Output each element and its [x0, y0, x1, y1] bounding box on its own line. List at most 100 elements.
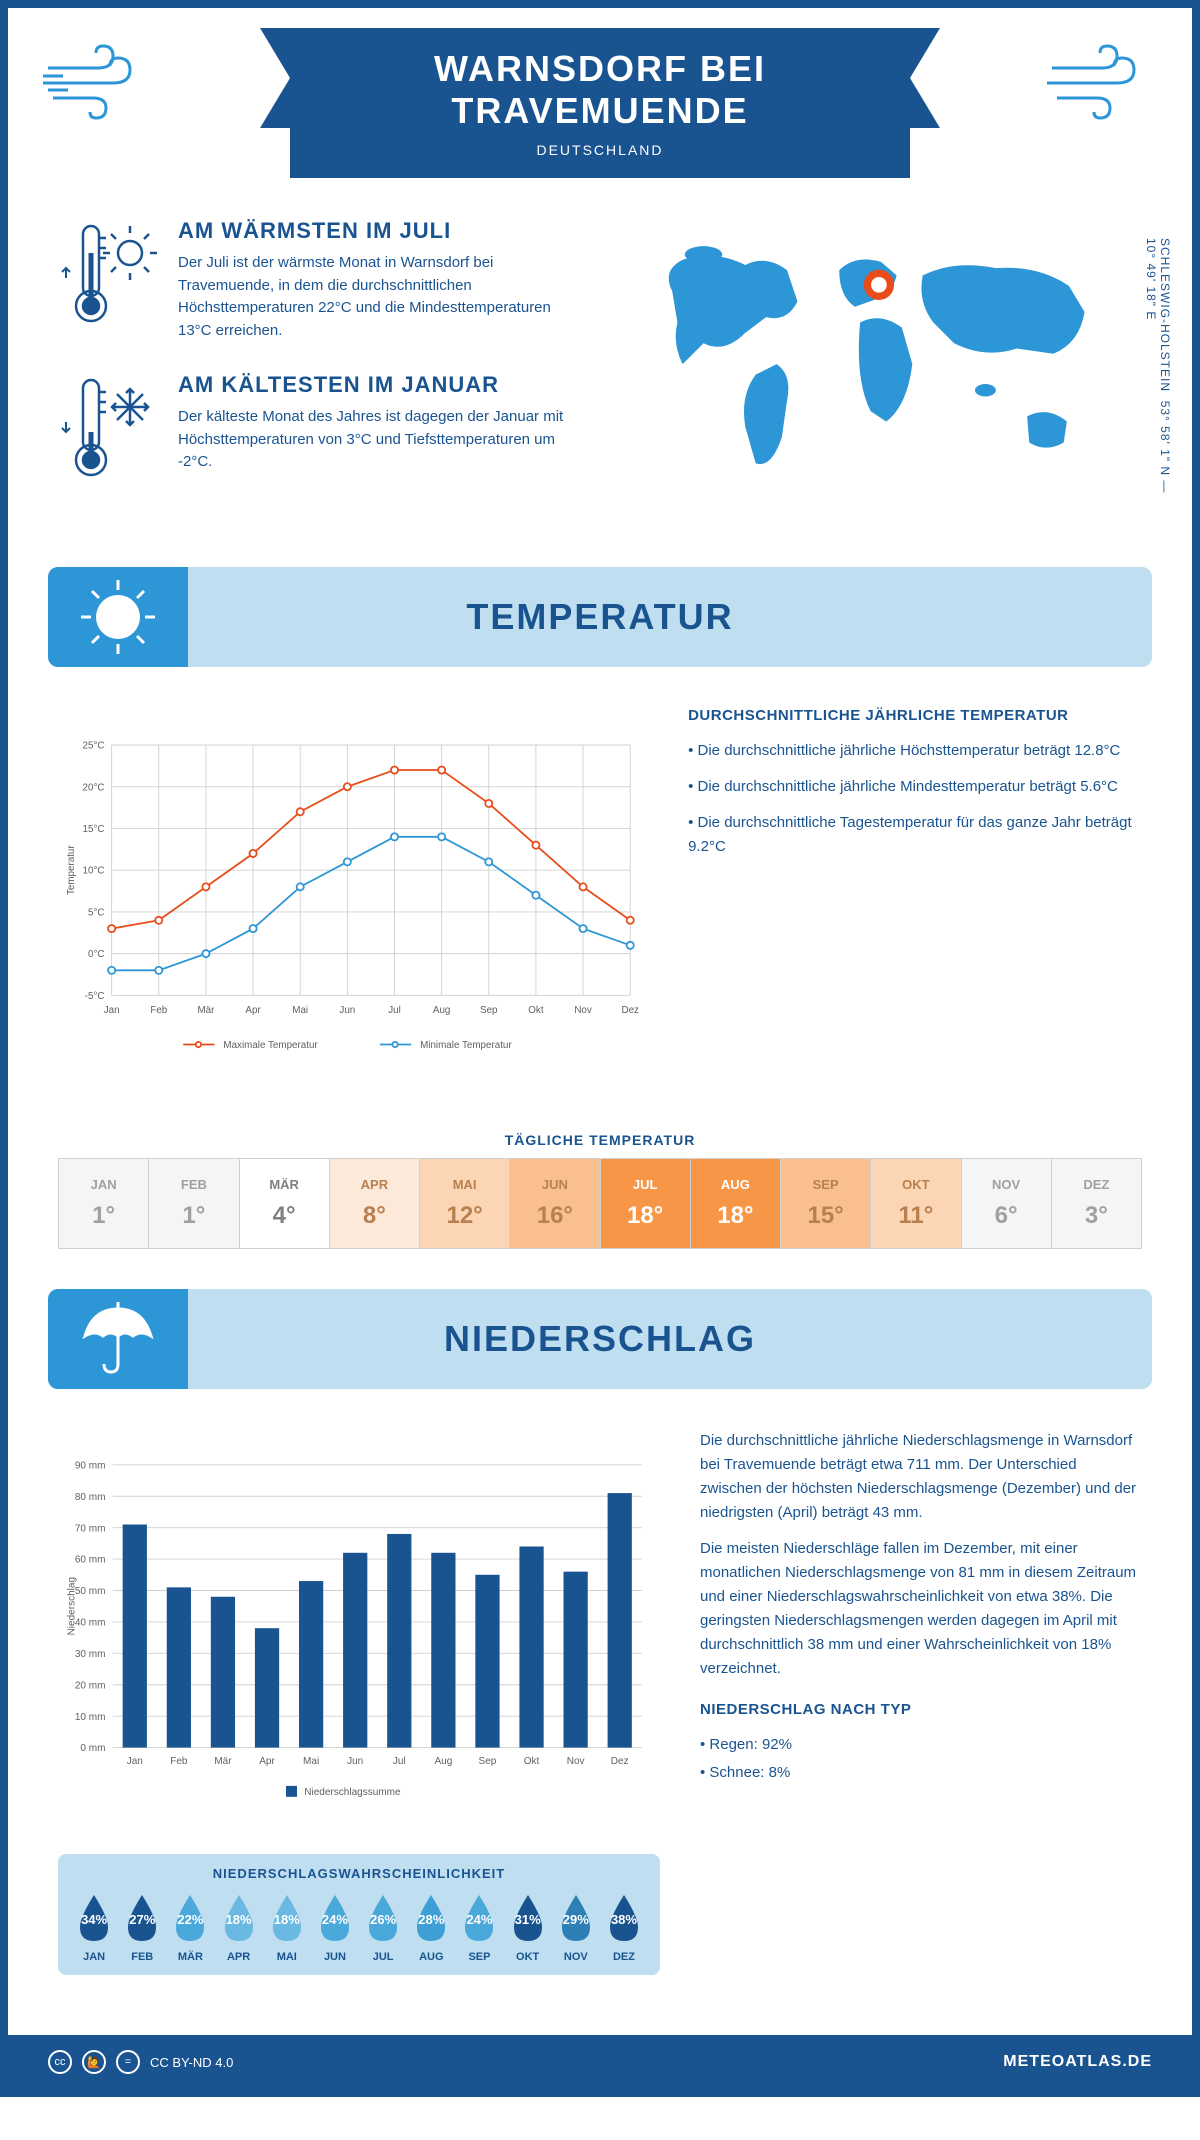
svg-text:25°C: 25°C — [83, 741, 105, 752]
svg-text:Aug: Aug — [434, 1756, 452, 1767]
svg-text:Maximale Temperatur: Maximale Temperatur — [223, 1040, 318, 1051]
svg-text:Dez: Dez — [611, 1756, 629, 1767]
coldest-title: AM KÄLTESTEN IM JANUAR — [178, 372, 580, 398]
svg-text:Minimale Temperatur: Minimale Temperatur — [420, 1040, 512, 1051]
coldest-block: AM KÄLTESTEN IM JANUAR Der kälteste Mona… — [58, 372, 580, 487]
precip-type-bullet: • Regen: 92% — [700, 1733, 1142, 1757]
svg-text:Mai: Mai — [292, 1005, 308, 1016]
svg-text:Feb: Feb — [150, 1005, 167, 1016]
daily-temp-cell: FEB 1° — [149, 1159, 239, 1248]
temp-stat-bullet: • Die durchschnittliche Tagestemperatur … — [688, 811, 1142, 859]
svg-text:60 mm: 60 mm — [75, 1555, 106, 1566]
probability-item: 18% APR — [215, 1891, 263, 1963]
header-ribbon: WARNSDORF BEI TRAVEMUENDE DEUTSCHLAND — [290, 28, 910, 178]
precip-type-bullet: • Schnee: 8% — [700, 1761, 1142, 1785]
probability-item: 38% DEZ — [600, 1891, 648, 1963]
probability-item: 28% AUG — [407, 1891, 455, 1963]
warmest-title: AM WÄRMSTEN IM JULI — [178, 218, 580, 244]
daily-temp-title: TÄGLICHE TEMPERATUR — [8, 1132, 1192, 1148]
warmest-text: Der Juli ist der wärmste Monat in Warnsd… — [178, 252, 580, 342]
sun-icon — [73, 572, 163, 662]
probability-item: 22% MÄR — [166, 1891, 214, 1963]
daily-temp-cell: MAI 12° — [420, 1159, 510, 1248]
svg-text:0 mm: 0 mm — [80, 1743, 105, 1754]
temp-stats-title: DURCHSCHNITTLICHE JÄHRLICHE TEMPERATUR — [688, 707, 1142, 724]
svg-text:Jun: Jun — [339, 1005, 355, 1016]
probability-item: 26% JUL — [359, 1891, 407, 1963]
header: WARNSDORF BEI TRAVEMUENDE DEUTSCHLAND — [8, 8, 1192, 188]
page-subtitle: DEUTSCHLAND — [330, 142, 870, 158]
svg-text:Nov: Nov — [574, 1005, 592, 1016]
svg-text:80 mm: 80 mm — [75, 1492, 106, 1503]
probability-item: 24% SEP — [455, 1891, 503, 1963]
svg-text:Niederschlagssumme: Niederschlagssumme — [304, 1787, 401, 1798]
svg-text:Sep: Sep — [479, 1756, 497, 1767]
nd-icon: = — [116, 2050, 140, 2074]
svg-text:Okt: Okt — [528, 1005, 544, 1016]
cc-icon: cc — [48, 2050, 72, 2074]
svg-text:90 mm: 90 mm — [75, 1460, 106, 1471]
probability-item: 31% OKT — [504, 1891, 552, 1963]
site-name: METEOATLAS.DE — [1003, 2053, 1152, 2071]
probability-item: 29% NOV — [552, 1891, 600, 1963]
temp-stat-bullet: • Die durchschnittliche jährliche Höchst… — [688, 739, 1142, 763]
umbrella-icon — [73, 1294, 163, 1384]
svg-text:20°C: 20°C — [83, 782, 105, 793]
svg-text:30 mm: 30 mm — [75, 1649, 106, 1660]
svg-text:Sep: Sep — [480, 1005, 498, 1016]
daily-temp-cell: DEZ 3° — [1052, 1159, 1141, 1248]
svg-text:Jan: Jan — [104, 1005, 120, 1016]
daily-temp-cell: APR 8° — [330, 1159, 420, 1248]
thermometer-snow-icon — [58, 372, 158, 482]
footer: cc 🙋 = CC BY-ND 4.0 METEOATLAS.DE — [8, 2035, 1192, 2089]
svg-text:Mär: Mär — [214, 1756, 232, 1767]
daily-temp-cell: JUN 16° — [510, 1159, 600, 1248]
info-section: AM WÄRMSTEN IM JULI Der Juli ist der wär… — [8, 188, 1192, 547]
daily-temp-cell: NOV 6° — [962, 1159, 1052, 1248]
temperature-line-chart: -5°C 0°C 5°C 10°C 15°C 20°C 25°C Jan Feb Mär Apr Ma… — [58, 707, 648, 1087]
svg-text:10°C: 10°C — [83, 866, 105, 877]
daily-temp-cell: OKT 11° — [871, 1159, 961, 1248]
temp-stat-bullet: • Die durchschnittliche jährliche Mindes… — [688, 775, 1142, 799]
precip-type-title: NIEDERSCHLAG NACH TYP — [700, 1701, 1142, 1718]
precip-text: Die meisten Niederschläge fallen im Deze… — [700, 1537, 1142, 1681]
svg-text:Apr: Apr — [245, 1005, 261, 1016]
warmest-block: AM WÄRMSTEN IM JULI Der Juli ist der wär… — [58, 218, 580, 342]
svg-text:Mär: Mär — [197, 1005, 215, 1016]
svg-text:Dez: Dez — [621, 1005, 639, 1016]
temperature-title: TEMPERATUR — [466, 596, 733, 638]
svg-text:70 mm: 70 mm — [75, 1523, 106, 1534]
svg-text:Feb: Feb — [170, 1756, 188, 1767]
svg-text:Jan: Jan — [127, 1756, 143, 1767]
svg-text:Nov: Nov — [567, 1756, 585, 1767]
coldest-text: Der kälteste Monat des Jahres ist dagege… — [178, 406, 580, 474]
probability-item: 24% JUN — [311, 1891, 359, 1963]
probability-item: 34% JAN — [70, 1891, 118, 1963]
svg-text:Jul: Jul — [393, 1756, 406, 1767]
svg-text:Niederschlag: Niederschlag — [66, 1577, 77, 1635]
probability-item: 18% MAI — [263, 1891, 311, 1963]
daily-temp-table: JAN 1° FEB 1° MÄR 4° APR 8° MAI 12° JUN … — [58, 1158, 1142, 1249]
svg-text:50 mm: 50 mm — [75, 1586, 106, 1597]
page-title: WARNSDORF BEI TRAVEMUENDE — [330, 48, 870, 132]
svg-text:Mai: Mai — [303, 1756, 319, 1767]
daily-temp-cell: SEP 15° — [781, 1159, 871, 1248]
svg-text:0°C: 0°C — [88, 949, 105, 960]
precip-bar-chart: 0 mm10 mm20 mm30 mm40 mm50 mm60 mm70 mm8… — [58, 1429, 660, 1829]
daily-temp-cell: JAN 1° — [59, 1159, 149, 1248]
precip-section-header: NIEDERSCHLAG — [48, 1289, 1152, 1389]
svg-text:15°C: 15°C — [83, 824, 105, 835]
svg-text:Jul: Jul — [388, 1005, 401, 1016]
svg-text:-5°C: -5°C — [85, 991, 105, 1002]
coordinates: SCHLESWIG-HOLSTEIN 53° 58' 1" N — 10° 49… — [1144, 238, 1172, 517]
daily-temp-cell: MÄR 4° — [240, 1159, 330, 1248]
precip-title: NIEDERSCHLAG — [444, 1318, 756, 1360]
daily-temp-cell: AUG 18° — [691, 1159, 781, 1248]
svg-text:Aug: Aug — [433, 1005, 451, 1016]
world-map-icon — [620, 218, 1142, 510]
svg-text:5°C: 5°C — [88, 907, 105, 918]
thermometer-sun-icon — [58, 218, 158, 328]
svg-text:Jun: Jun — [347, 1756, 363, 1767]
by-icon: 🙋 — [82, 2050, 106, 2074]
svg-text:Temperatur: Temperatur — [66, 845, 77, 895]
